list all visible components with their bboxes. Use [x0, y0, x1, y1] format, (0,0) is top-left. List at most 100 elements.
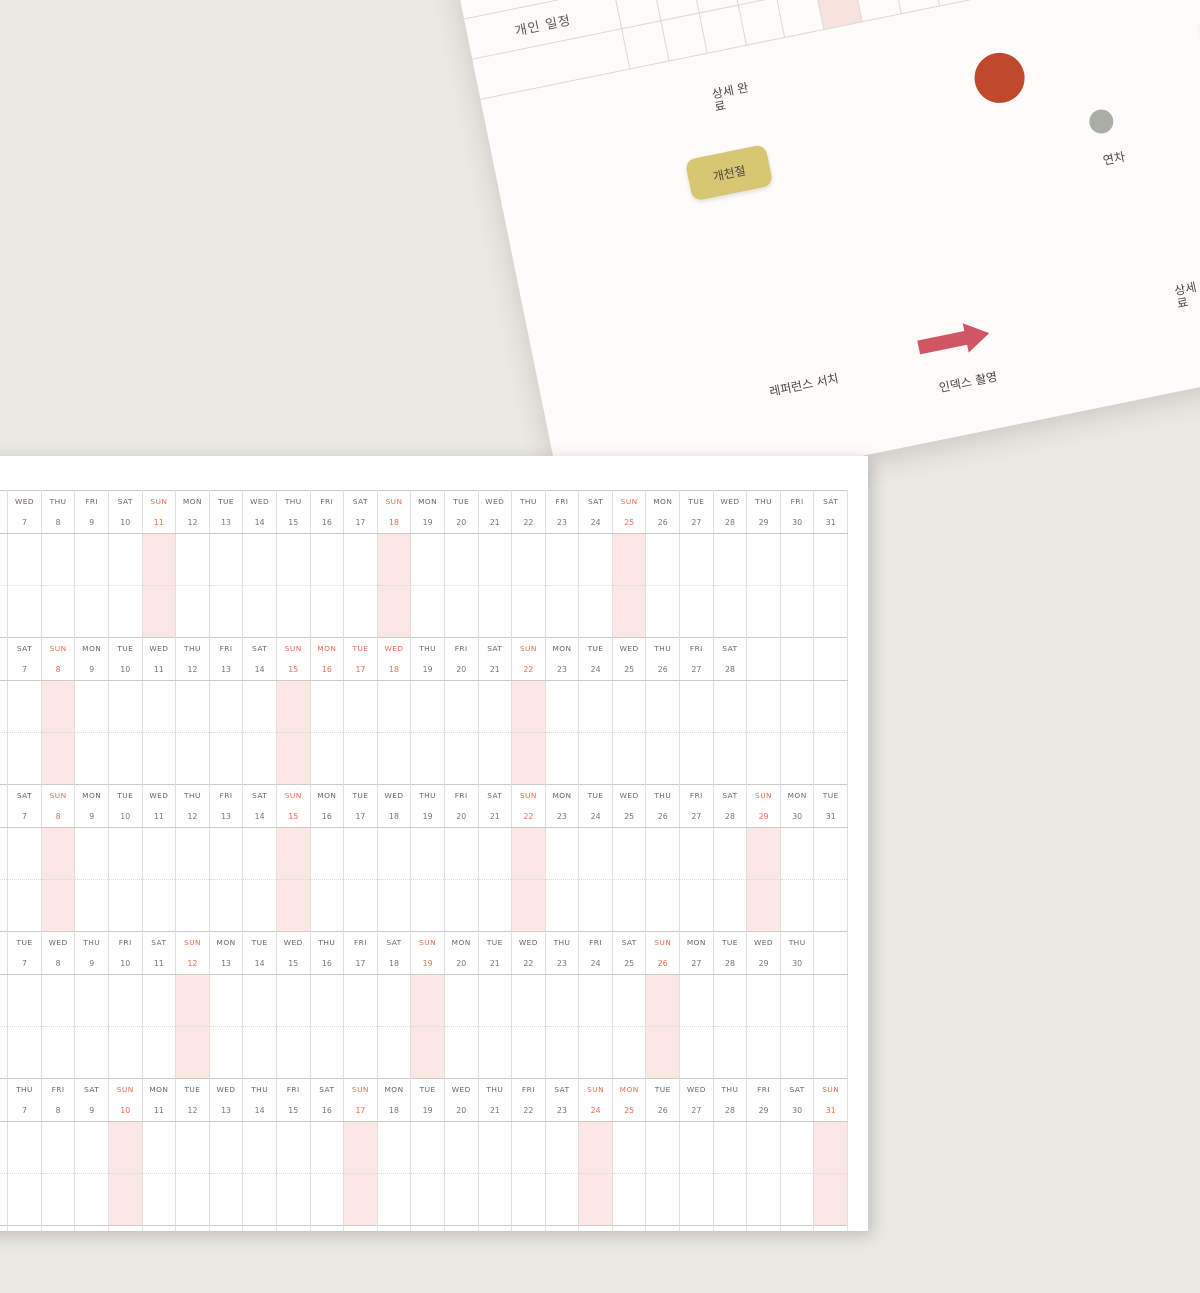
- bottom-date-cell[interactable]: 10: [107, 953, 143, 975]
- bottom-date-cell[interactable]: 23: [544, 1100, 580, 1122]
- bottom-schedule-cell[interactable]: [175, 974, 210, 1027]
- bottom-calendar-poster[interactable]: MONTUEWEDTHUFRISATSUNMONTUEWEDTHUFRISATS…: [0, 456, 868, 1231]
- bottom-schedule-cell[interactable]: [0, 585, 9, 638]
- bottom-date-cell[interactable]: 13: [208, 512, 244, 534]
- bottom-date-cell[interactable]: 18: [376, 1100, 412, 1122]
- bottom-schedule-cell[interactable]: [645, 974, 681, 1027]
- bottom-schedule-cell[interactable]: [376, 1026, 412, 1079]
- bottom-schedule-cell[interactable]: [813, 680, 849, 733]
- bottom-date-cell[interactable]: 11: [141, 1100, 177, 1122]
- bottom-date-cell[interactable]: 10: [107, 512, 143, 534]
- bottom-date-cell[interactable]: 10: [107, 1100, 143, 1122]
- bottom-schedule-cell[interactable]: [578, 1173, 613, 1226]
- bottom-schedule-cell[interactable]: [7, 827, 42, 880]
- bottom-schedule-cell[interactable]: [679, 680, 714, 733]
- bottom-schedule-cell[interactable]: [242, 974, 277, 1027]
- bottom-date-cell[interactable]: 9: [74, 953, 109, 975]
- bottom-schedule-cell[interactable]: [175, 1173, 210, 1226]
- bottom-date-cell[interactable]: 17: [343, 806, 378, 828]
- bottom-schedule-cell[interactable]: [679, 1121, 714, 1174]
- bottom-date-cell[interactable]: 12: [175, 953, 210, 975]
- bottom-schedule-cell[interactable]: [343, 585, 378, 638]
- bottom-schedule-cell[interactable]: [746, 585, 781, 638]
- bottom-schedule-cell[interactable]: [645, 732, 681, 785]
- bottom-date-cell[interactable]: 30: [779, 512, 815, 534]
- bottom-schedule-cell[interactable]: [343, 1121, 378, 1174]
- bottom-schedule-cell[interactable]: [141, 1173, 177, 1226]
- bottom-schedule-cell[interactable]: [40, 533, 76, 586]
- bottom-date-cell[interactable]: 16: [309, 806, 345, 828]
- bottom-schedule-cell[interactable]: [309, 533, 345, 586]
- bottom-date-cell[interactable]: 7: [7, 659, 42, 681]
- bottom-date-cell[interactable]: 7: [7, 1100, 42, 1122]
- bottom-schedule-cell[interactable]: [712, 879, 748, 932]
- bottom-schedule-cell[interactable]: [7, 1121, 42, 1174]
- bottom-schedule-cell[interactable]: [712, 1026, 748, 1079]
- bottom-schedule-cell[interactable]: [343, 827, 378, 880]
- bottom-schedule-cell[interactable]: [141, 1121, 177, 1174]
- bottom-blank-row-a[interactable]: [0, 533, 849, 586]
- bottom-schedule-cell[interactable]: [242, 827, 277, 880]
- bottom-schedule-cell[interactable]: [511, 1026, 546, 1079]
- bottom-date-cell[interactable]: 22: [511, 659, 546, 681]
- bottom-date-cell[interactable]: 18: [376, 953, 412, 975]
- bottom-schedule-cell[interactable]: [746, 827, 781, 880]
- bottom-date-cell[interactable]: 27: [679, 659, 714, 681]
- bottom-date-cell[interactable]: 19: [410, 512, 445, 534]
- bottom-schedule-cell[interactable]: [645, 827, 681, 880]
- bottom-schedule-cell[interactable]: [107, 680, 143, 733]
- bottom-date-cell[interactable]: 27: [679, 1100, 714, 1122]
- bottom-schedule-cell[interactable]: [0, 1121, 9, 1174]
- bottom-date-cell[interactable]: 14: [242, 512, 277, 534]
- bottom-date-cell[interactable]: 7: [7, 806, 42, 828]
- bottom-schedule-cell[interactable]: [74, 1173, 109, 1226]
- bottom-blank-row-b[interactable]: [0, 1026, 849, 1079]
- bottom-schedule-cell[interactable]: [309, 1026, 345, 1079]
- bottom-schedule-cell[interactable]: [813, 974, 849, 1027]
- bottom-schedule-cell[interactable]: [275, 732, 311, 785]
- bottom-schedule-cell[interactable]: [779, 974, 815, 1027]
- bottom-schedule-cell[interactable]: [779, 533, 815, 586]
- bottom-date-cell[interactable]: 28: [712, 806, 748, 828]
- bottom-schedule-cell[interactable]: [376, 1121, 412, 1174]
- bottom-schedule-cell[interactable]: [813, 1121, 849, 1174]
- bottom-date-cell[interactable]: 20: [443, 512, 479, 534]
- bottom-schedule-cell[interactable]: [410, 732, 445, 785]
- bottom-schedule-cell[interactable]: [275, 827, 311, 880]
- bottom-schedule-cell[interactable]: [74, 732, 109, 785]
- bottom-date-cell[interactable]: 29: [746, 806, 781, 828]
- bottom-schedule-cell[interactable]: [309, 732, 345, 785]
- bottom-schedule-cell[interactable]: [175, 879, 210, 932]
- bottom-schedule-cell[interactable]: [208, 585, 244, 638]
- bottom-schedule-cell[interactable]: [309, 974, 345, 1027]
- bottom-date-cell[interactable]: 19: [410, 1100, 445, 1122]
- bottom-schedule-cell[interactable]: [107, 1026, 143, 1079]
- bottom-schedule-cell[interactable]: [309, 680, 345, 733]
- bottom-date-cell[interactable]: 14: [242, 806, 277, 828]
- bottom-schedule-cell[interactable]: [376, 974, 412, 1027]
- bottom-date-cell[interactable]: 6: [0, 953, 9, 975]
- top-schedule-cell[interactable]: [776, 0, 824, 38]
- bottom-schedule-cell[interactable]: [141, 879, 177, 932]
- bottom-date-cell[interactable]: 7: [7, 512, 42, 534]
- bottom-date-cell[interactable]: 23: [544, 806, 580, 828]
- bottom-date-cell[interactable]: 18: [376, 512, 412, 534]
- bottom-schedule-cell[interactable]: [611, 827, 647, 880]
- bottom-date-cell[interactable]: 28: [712, 953, 748, 975]
- bottom-schedule-cell[interactable]: [107, 585, 143, 638]
- bottom-date-cell[interactable]: 21: [477, 953, 513, 975]
- bottom-schedule-cell[interactable]: [242, 1173, 277, 1226]
- bottom-schedule-cell[interactable]: [208, 1173, 244, 1226]
- bottom-schedule-cell[interactable]: [275, 1173, 311, 1226]
- bottom-date-cell[interactable]: 22: [511, 512, 546, 534]
- bottom-schedule-cell[interactable]: [343, 732, 378, 785]
- bottom-schedule-cell[interactable]: [477, 680, 513, 733]
- bottom-schedule-cell[interactable]: [511, 1173, 546, 1226]
- bottom-schedule-cell[interactable]: [578, 585, 613, 638]
- bottom-blank-row-a[interactable]: [0, 827, 849, 880]
- bottom-date-cell[interactable]: 13: [208, 806, 244, 828]
- bottom-date-cell[interactable]: 27: [679, 512, 714, 534]
- bottom-schedule-cell[interactable]: [376, 879, 412, 932]
- bottom-date-cell[interactable]: 16: [309, 1100, 345, 1122]
- bottom-schedule-cell[interactable]: [611, 680, 647, 733]
